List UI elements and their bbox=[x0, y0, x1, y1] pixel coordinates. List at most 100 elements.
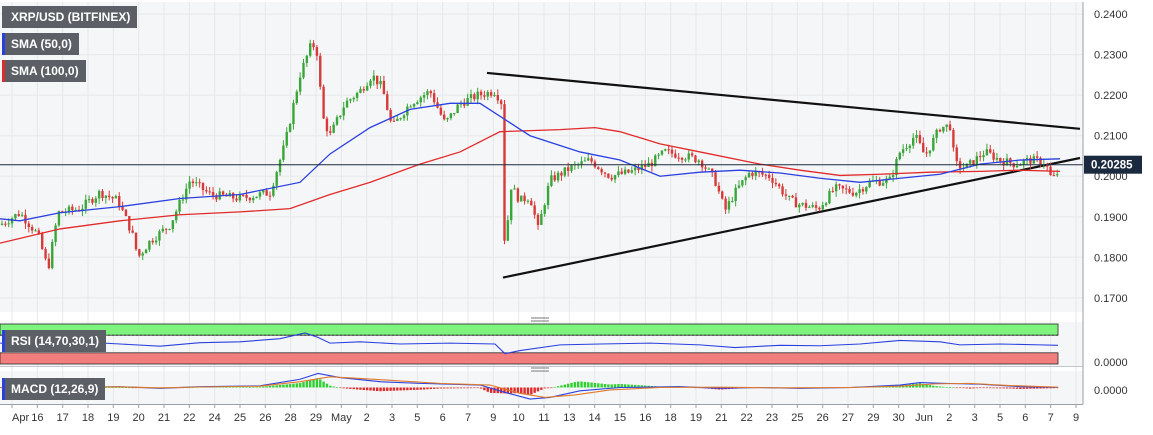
macd-histogram-bar bbox=[600, 383, 603, 388]
macd-histogram-bar bbox=[319, 379, 322, 388]
candle-body bbox=[744, 177, 747, 181]
candle-body bbox=[1022, 160, 1025, 165]
candle-body bbox=[185, 188, 188, 200]
macd-histogram-bar bbox=[339, 387, 342, 389]
macd-histogram-bar bbox=[499, 387, 503, 394]
macd-histogram-bar bbox=[419, 387, 422, 390]
candle-body bbox=[158, 231, 161, 241]
x-tick-label: 25 bbox=[791, 412, 803, 424]
macd-histogram-bar bbox=[526, 387, 530, 395]
macd-histogram-bar bbox=[372, 387, 376, 391]
macd-histogram-bar bbox=[972, 387, 975, 389]
macd-histogram-bar bbox=[242, 386, 245, 388]
macd-histogram-bar bbox=[633, 384, 637, 388]
candle-body bbox=[520, 195, 523, 202]
candle-body bbox=[74, 209, 77, 211]
candle-body bbox=[901, 149, 905, 153]
main-panel-bg bbox=[0, 2, 1083, 312]
macd-histogram-bar bbox=[359, 387, 362, 390]
candle-body bbox=[138, 249, 141, 256]
candle-body bbox=[885, 178, 888, 184]
candle-body bbox=[945, 124, 948, 127]
candle-body bbox=[499, 100, 503, 105]
macd-histogram-bar bbox=[523, 387, 526, 394]
candle-body bbox=[613, 175, 617, 180]
y-tick-label: 0.2000 bbox=[1094, 171, 1128, 183]
candle-body bbox=[148, 240, 151, 250]
candle-body bbox=[94, 198, 97, 203]
candle-body bbox=[309, 43, 312, 56]
candle-body bbox=[965, 163, 968, 169]
macd-histogram-bar bbox=[952, 387, 955, 389]
macd-histogram-bar bbox=[352, 387, 355, 390]
candle-body bbox=[731, 200, 734, 202]
macd-histogram-bar bbox=[396, 387, 399, 391]
candle-body bbox=[536, 214, 540, 225]
candle-body bbox=[982, 155, 985, 158]
candle-body bbox=[325, 118, 329, 132]
candle-body bbox=[633, 167, 637, 171]
legend-sma100[interactable]: SMA (100,0) bbox=[2, 60, 86, 82]
candle-body bbox=[362, 89, 365, 91]
candle-body bbox=[161, 228, 164, 232]
candle-body bbox=[603, 172, 607, 174]
legend-rsi[interactable]: RSI (14,70,30,1) bbox=[2, 330, 107, 352]
candle-body bbox=[841, 185, 845, 189]
candle-body bbox=[922, 142, 925, 153]
candle-body bbox=[784, 194, 788, 196]
macd-histogram-bar bbox=[265, 386, 268, 388]
macd-histogram-bar bbox=[573, 382, 577, 388]
candle-body bbox=[938, 129, 942, 132]
macd-histogram-bar bbox=[627, 384, 630, 388]
macd-histogram-bar bbox=[516, 387, 520, 394]
candle-body bbox=[717, 185, 721, 192]
candle-body bbox=[118, 196, 121, 207]
candle-body bbox=[999, 157, 1002, 162]
candle-body bbox=[516, 188, 520, 202]
candle-body bbox=[526, 200, 530, 202]
x-tick-label: 9 bbox=[490, 412, 496, 424]
x-tick-label: 11 bbox=[538, 412, 549, 424]
macd-histogram-bar bbox=[288, 384, 292, 388]
candle-body bbox=[905, 148, 908, 150]
candle-body bbox=[814, 205, 818, 208]
candle-body bbox=[811, 205, 814, 207]
candle-body bbox=[667, 149, 670, 151]
candle-body bbox=[754, 171, 757, 176]
macd-histogram-bar bbox=[449, 387, 453, 389]
candle-body bbox=[1012, 163, 1015, 168]
x-tick-label: 13 bbox=[563, 412, 575, 424]
legend-sma50[interactable]: SMA (50,0) bbox=[2, 33, 79, 55]
candle-body bbox=[700, 160, 704, 168]
current-price-label: 0.20285 bbox=[1091, 160, 1133, 172]
macd-histogram-bar bbox=[231, 386, 235, 388]
candle-body bbox=[714, 172, 717, 186]
candle-body bbox=[660, 150, 664, 155]
candle-body bbox=[657, 154, 660, 156]
macd-histogram-bar bbox=[540, 387, 543, 390]
candle-body bbox=[979, 156, 982, 158]
candle-body bbox=[767, 174, 771, 178]
macd-histogram-bar bbox=[104, 387, 108, 388]
x-tick-label: 18 bbox=[82, 412, 94, 424]
candle-body bbox=[644, 165, 647, 167]
candle-body bbox=[0, 223, 4, 225]
candle-body bbox=[563, 167, 566, 176]
candle-body bbox=[684, 159, 687, 161]
candle-body bbox=[175, 211, 178, 221]
candle-body bbox=[583, 160, 587, 162]
legend-main[interactable]: XRP/USD (BITFINEX) bbox=[2, 6, 138, 28]
candle-body bbox=[989, 149, 992, 153]
macd-histogram-bar bbox=[590, 382, 593, 388]
macd-histogram-bar bbox=[329, 385, 332, 388]
legend-macd[interactable]: MACD (12,26,9) bbox=[2, 378, 106, 400]
candle-body bbox=[453, 113, 456, 115]
candle-body bbox=[617, 171, 620, 176]
candle-body bbox=[292, 103, 295, 125]
macd-zero-label: 0.0000 bbox=[1094, 385, 1128, 397]
candle-body bbox=[342, 107, 345, 116]
candle-body bbox=[858, 189, 861, 193]
macd-histogram-bar bbox=[282, 384, 285, 388]
indicator-panels bbox=[0, 323, 1059, 400]
candle-body bbox=[164, 228, 168, 230]
